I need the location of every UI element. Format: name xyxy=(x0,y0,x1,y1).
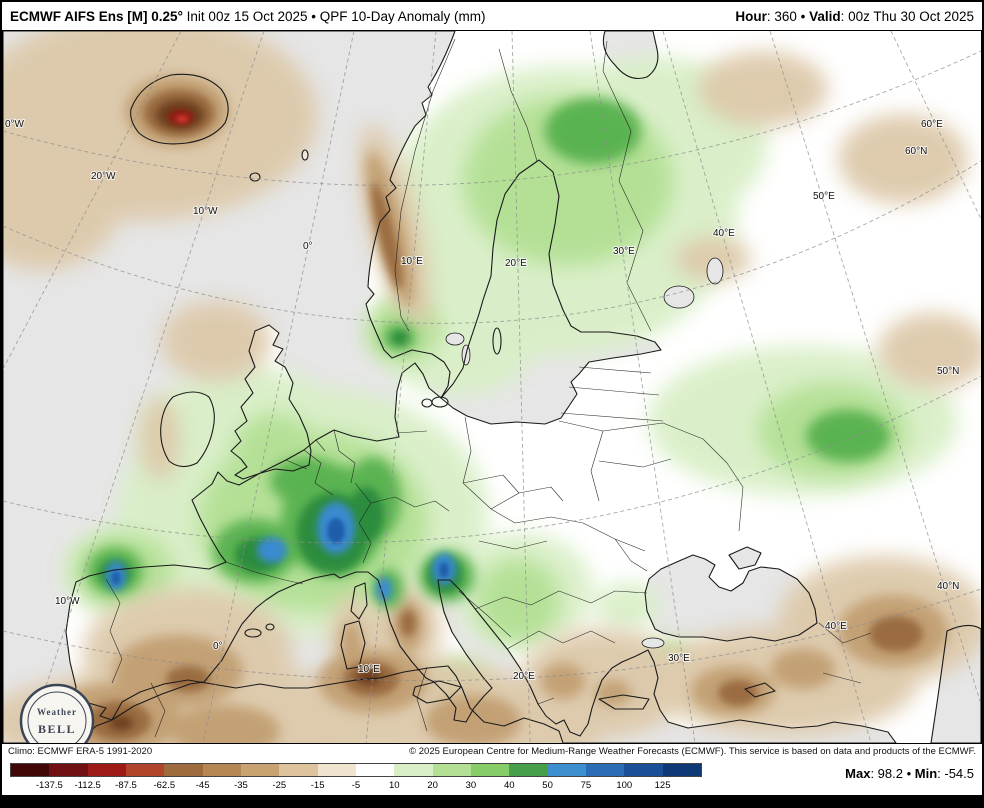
graticule-label: 0° xyxy=(213,641,223,652)
graticule-labels: 0°W 20°W 10°W 0° 10°E 20°E 30°E 40°E 50°E 60°E 60°… xyxy=(4,118,960,683)
max-min-stats: Max: 98.2 • Min: -54.5 xyxy=(845,763,974,781)
graticule-label: 30°E xyxy=(668,653,690,664)
colorbar-cell: -62.5 xyxy=(125,764,175,791)
graticule-label: 10°W xyxy=(193,206,218,217)
colorbar-cell: -5 xyxy=(317,764,360,791)
country-borders xyxy=(105,38,872,738)
colorbar-tick-label: 30 xyxy=(465,780,477,791)
graticule-label: 10°W xyxy=(55,596,80,607)
europe-precip-anomaly-map: 0°W 20°W 10°W 0° 10°E 20°E 30°E 40°E 50°E 60°E 60°… xyxy=(3,31,981,743)
colorbar-tick-label: 50 xyxy=(542,780,553,791)
colorbar-tick-label: -35 xyxy=(234,780,248,791)
colorbar-tick-label: -137.5 xyxy=(35,780,63,791)
colorbar-cell: -137.5 xyxy=(11,764,63,791)
graticule-label: 60°E xyxy=(921,119,943,130)
graticule-label: 0° xyxy=(303,241,313,252)
logo-text-top: Weather xyxy=(37,707,77,717)
shade-blue-dark xyxy=(111,518,449,585)
colorbar-tick-label: 125 xyxy=(654,780,671,791)
graticule-label: 20°W xyxy=(91,171,116,182)
colorbar-cell: 20 xyxy=(394,764,438,791)
colorbar-tick-label: 20 xyxy=(427,780,438,791)
valid-label: Valid xyxy=(809,8,841,24)
copyright-note: © 2025 European Centre for Medium-Range … xyxy=(409,746,976,757)
map-frame: 0°W 20°W 10°W 0° 10°E 20°E 30°E 40°E 50°E 60°E 60°… xyxy=(2,30,982,744)
logo-outer-ring xyxy=(19,683,95,743)
title-model: ECMWF AIFS Ens [M] 0.25° xyxy=(10,8,183,24)
graticule: 0°W 20°W 10°W 0° 10°E 20°E 30°E 40°E 50°E 60°E 60°… xyxy=(3,31,981,743)
coastlines xyxy=(3,31,981,743)
weatherbell-logo: Weather BELL xyxy=(19,683,95,743)
graticule-label: 40°E xyxy=(713,228,735,239)
graticule-label: 60°N xyxy=(905,146,927,157)
legend-row: -137.5 -112.5 -87.5 -62.5 -45 -35 -25 -15 -5 10 20… xyxy=(2,759,982,795)
header-bullet: • xyxy=(796,8,810,24)
colorbar-tick-label: 40 xyxy=(503,780,515,791)
colorbar-cell: -35 xyxy=(202,764,248,791)
colorbar-cell: -87.5 xyxy=(87,764,137,791)
colorbar-cell: 40 xyxy=(470,764,515,791)
colorbar-cell xyxy=(662,764,701,776)
colorbar-cell: -25 xyxy=(240,764,286,791)
min-label: Min xyxy=(914,766,938,781)
colorbar-cell: -15 xyxy=(279,764,324,791)
valid-time: Hour: 360 • Valid: 00z Thu 30 Oct 2025 xyxy=(735,9,974,24)
header-bar: ECMWF AIFS Ens [M] 0.25° Init 00z 15 Oct… xyxy=(2,2,982,30)
graticule-label: 40°N xyxy=(937,581,959,592)
graticule-label: 20°E xyxy=(513,671,535,682)
colorbar-cell: 125 xyxy=(624,764,671,791)
map-title: ECMWF AIFS Ens [M] 0.25° Init 00z 15 Oct… xyxy=(10,9,486,24)
colorbar-tick-label: 10 xyxy=(388,780,400,791)
shade-brown-dark xyxy=(109,100,382,730)
anomaly-shading xyxy=(3,31,981,743)
graticule-label: 50°E xyxy=(813,191,835,202)
graticule-label: 0°W xyxy=(5,119,25,130)
logo-inner-ring xyxy=(27,691,87,743)
colorbar-cell: 10 xyxy=(355,764,400,791)
colorbar-tick-label: -112.5 xyxy=(74,780,101,791)
graticule-label: 10°E xyxy=(401,256,423,267)
max-label: Max xyxy=(845,766,871,781)
graticule-label: 30°E xyxy=(613,246,635,257)
min-value: : -54.5 xyxy=(937,766,974,781)
hour-label: Hour xyxy=(735,8,767,24)
shade-red-core xyxy=(176,115,188,123)
graticule-label: 20°E xyxy=(505,258,527,269)
colorbar-cell: 75 xyxy=(547,764,591,791)
graticule-label: 10°E xyxy=(358,664,380,675)
colorbar-tick-label: -25 xyxy=(272,780,287,791)
graticule-label: 40°E xyxy=(825,621,847,632)
valid-value: : 00z Thu 30 Oct 2025 xyxy=(840,8,974,24)
title-desc: Init 00z 15 Oct 2025 • QPF 10-Day Anomal… xyxy=(182,8,486,24)
colorbar: -137.5 -112.5 -87.5 -62.5 -45 -35 -25 -15 -5 10 20… xyxy=(10,763,702,791)
colorbar-tick-label: -5 xyxy=(351,780,361,791)
colorbar-tick-label: -87.5 xyxy=(115,780,137,791)
colorbar-cell: 50 xyxy=(509,764,553,791)
stats-bullet: • xyxy=(902,766,915,781)
graticule-label: 50°N xyxy=(937,366,959,377)
colorbar-tick-label: -15 xyxy=(310,780,325,791)
colorbar-tick-label: 75 xyxy=(580,780,592,791)
colorbar-cell: 100 xyxy=(585,764,632,791)
colorbar-tick-label: 100 xyxy=(616,780,633,791)
colorbar-tick-label: -62.5 xyxy=(153,780,176,791)
hour-value: : 360 xyxy=(766,8,797,24)
colorbar-tick-label: -45 xyxy=(195,780,210,791)
colorbar-cell: -112.5 xyxy=(49,764,101,791)
climo-note: Climo: ECMWF ERA-5 1991-2020 xyxy=(8,746,153,757)
max-value: : 98.2 xyxy=(870,766,903,781)
attribution-bar: Climo: ECMWF ERA-5 1991-2020 © 2025 Euro… xyxy=(2,744,982,759)
colorbar-cell: 30 xyxy=(432,764,476,791)
colorbar-cell: -45 xyxy=(164,764,210,791)
logo-text-bottom: BELL xyxy=(38,722,76,736)
